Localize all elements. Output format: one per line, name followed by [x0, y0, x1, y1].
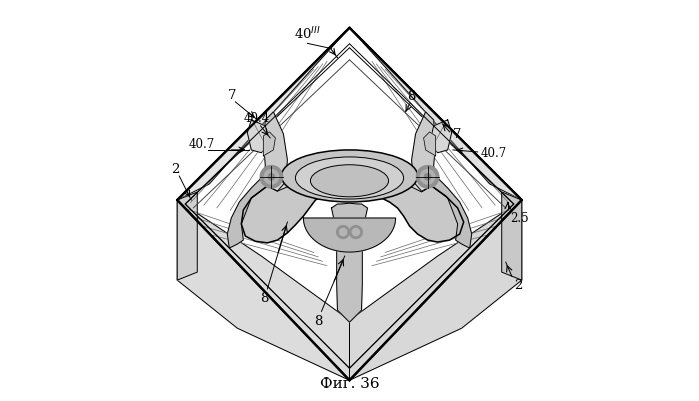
Text: 7: 7 [453, 128, 461, 141]
Circle shape [417, 166, 439, 188]
Circle shape [260, 166, 282, 188]
Text: 40.4: 40.4 [243, 111, 270, 125]
Polygon shape [178, 28, 350, 200]
Ellipse shape [282, 150, 417, 203]
Polygon shape [268, 160, 431, 192]
Polygon shape [431, 176, 472, 249]
Text: 8: 8 [261, 292, 268, 305]
Polygon shape [502, 192, 521, 280]
Polygon shape [227, 176, 268, 249]
Polygon shape [412, 113, 438, 192]
Ellipse shape [296, 158, 403, 200]
Text: 2: 2 [171, 163, 180, 176]
Circle shape [352, 229, 359, 236]
Polygon shape [350, 28, 521, 200]
Polygon shape [430, 121, 452, 153]
Ellipse shape [310, 165, 389, 197]
Text: 8: 8 [408, 90, 416, 103]
Polygon shape [264, 133, 275, 156]
Circle shape [337, 226, 350, 239]
Text: 8: 8 [314, 314, 322, 327]
Text: 40.7: 40.7 [481, 147, 507, 160]
Circle shape [268, 174, 275, 180]
Text: 2.5: 2.5 [510, 212, 528, 225]
Circle shape [340, 229, 347, 236]
Text: 7: 7 [229, 89, 237, 101]
Circle shape [420, 170, 435, 184]
Text: 40.7: 40.7 [188, 138, 215, 150]
Polygon shape [241, 160, 463, 243]
Circle shape [264, 170, 279, 184]
Polygon shape [424, 133, 435, 156]
Polygon shape [331, 204, 368, 322]
Text: Фиг. 36: Фиг. 36 [319, 377, 380, 390]
Circle shape [350, 226, 362, 239]
Polygon shape [261, 113, 287, 192]
Text: 40$^{III}$: 40$^{III}$ [294, 26, 321, 43]
Polygon shape [178, 192, 197, 280]
Polygon shape [350, 200, 521, 380]
Polygon shape [247, 121, 269, 153]
Polygon shape [178, 200, 350, 380]
Circle shape [424, 174, 431, 180]
Polygon shape [303, 219, 396, 253]
Text: 2: 2 [514, 278, 522, 292]
